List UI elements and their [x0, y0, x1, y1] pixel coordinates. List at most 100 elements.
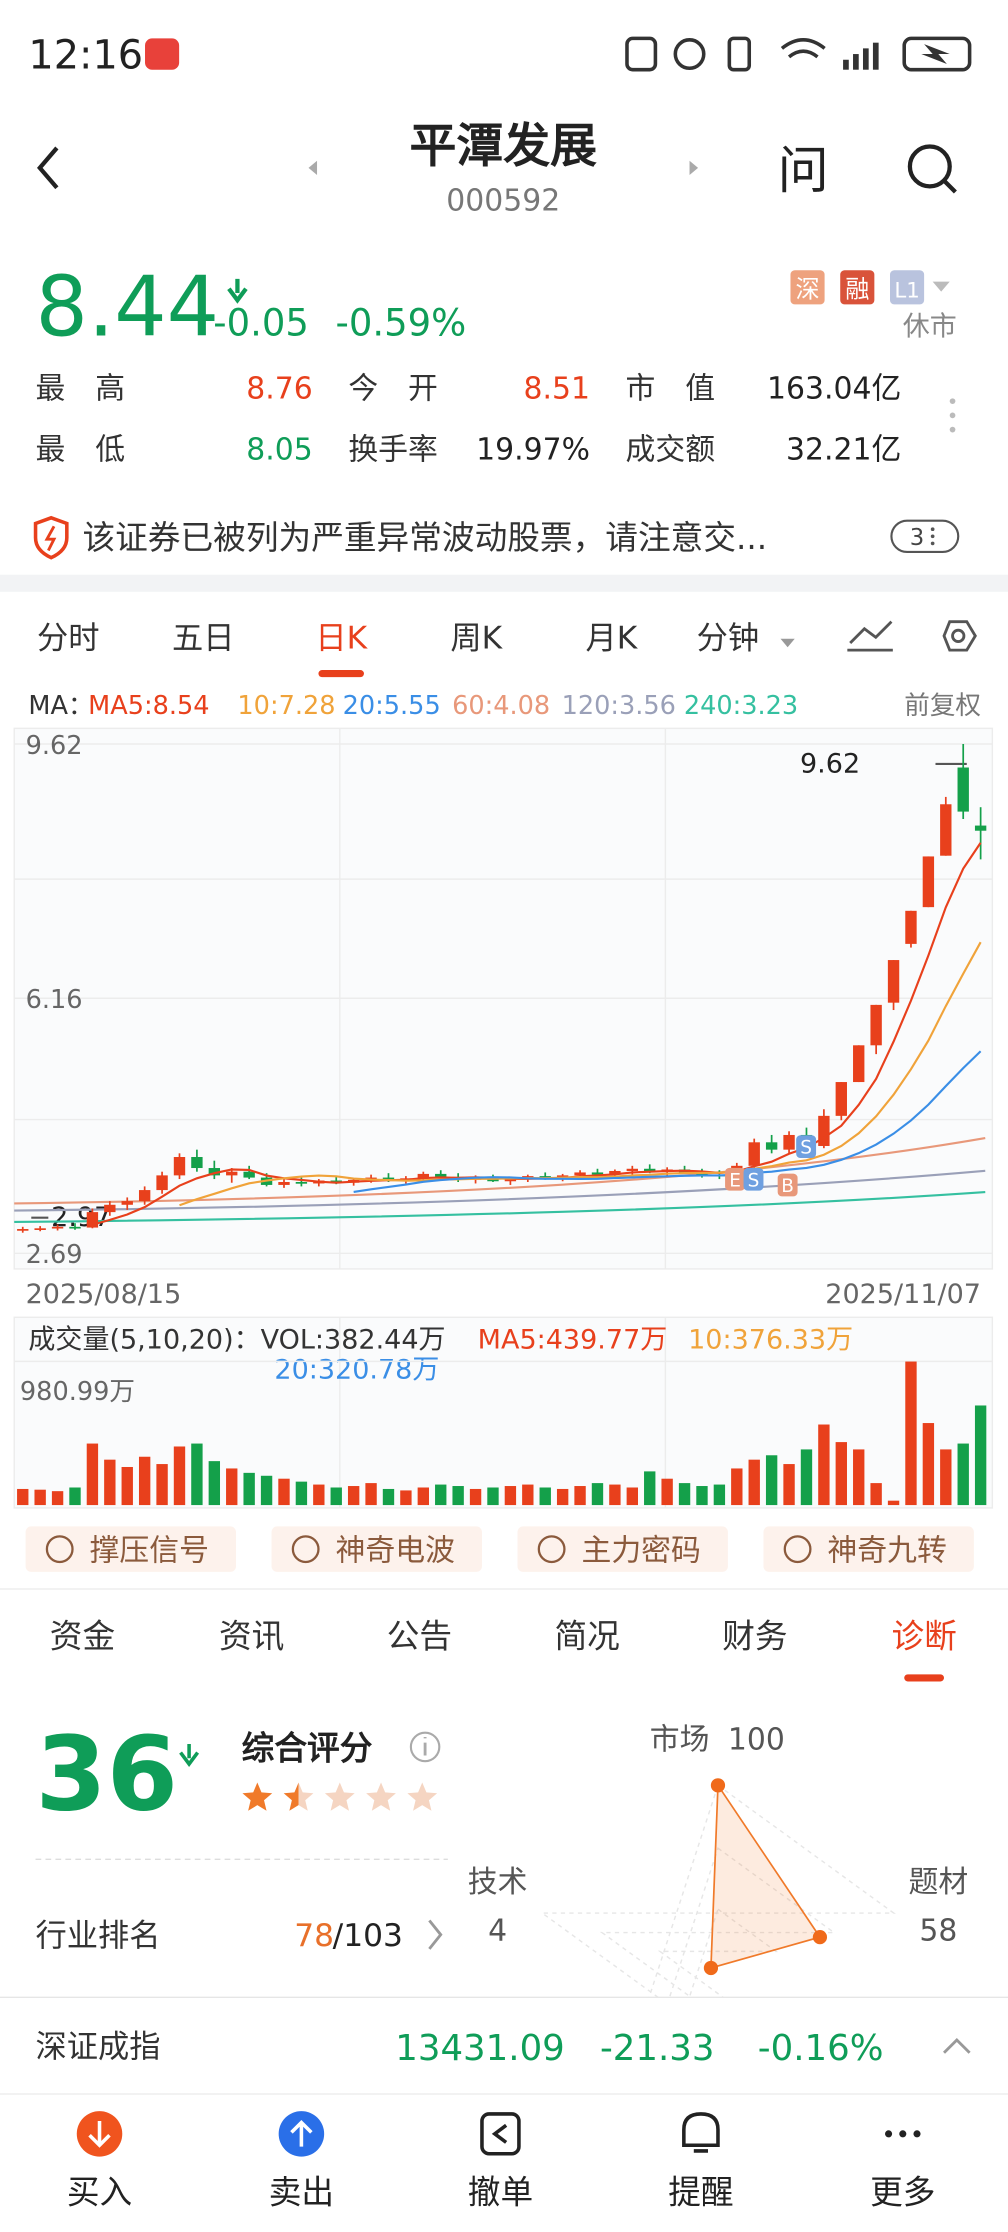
sell-arrow	[290, 2119, 313, 2147]
dropdown[interactable]	[932, 281, 950, 292]
volume-legend: 20:320.78万	[274, 1354, 439, 1385]
tool-icon	[45, 1535, 74, 1564]
score-arrow	[179, 1744, 200, 1767]
volume-legend: 10:376.33万	[688, 1325, 853, 1356]
chart-tab[interactable]: 周K	[450, 621, 503, 657]
draw-tool-icon[interactable]	[847, 620, 893, 652]
tool-button[interactable]	[517, 1526, 728, 1572]
volume-bar	[208, 1461, 221, 1506]
tool-button[interactable]	[25, 1526, 237, 1572]
tab-underline	[904, 1674, 945, 1682]
nav-label[interactable]: 卖出	[269, 2174, 334, 2212]
stat-label: 换手率	[348, 432, 438, 467]
nav-label[interactable]: 更多	[870, 2174, 935, 2212]
y-tick-label: 9.62	[26, 731, 83, 761]
volume-bar	[539, 1487, 551, 1506]
star	[324, 1782, 355, 1811]
ma-item: MA5:8.54	[88, 691, 209, 721]
trade-marker-label: S	[748, 1170, 760, 1191]
section-tab[interactable]: 财务	[722, 1617, 787, 1655]
high-annotation: 9.62	[800, 748, 860, 779]
stat-value: 8.51	[524, 371, 590, 406]
index-change-pct: -0.16%	[758, 2028, 884, 2069]
trade-marker[interactable]	[725, 1167, 745, 1191]
section-tab[interactable]: 资金	[50, 1617, 115, 1655]
chart-tab[interactable]: 日K	[315, 621, 368, 657]
dropdown[interactable]	[780, 638, 795, 648]
nav-label[interactable]: 撤单	[468, 2174, 533, 2212]
radar-point	[703, 1960, 719, 1976]
stat-value: 8.76	[246, 371, 312, 406]
volume-bar	[748, 1459, 760, 1506]
settings-icon[interactable]	[942, 620, 977, 652]
trade-marker[interactable]	[743, 1167, 764, 1191]
candle-body	[835, 1082, 847, 1116]
notice-count-badge[interactable]	[890, 519, 960, 554]
trade-marker[interactable]	[777, 1173, 798, 1197]
star	[407, 1782, 438, 1811]
volume-bar	[17, 1488, 29, 1506]
volume-bar	[870, 1483, 882, 1506]
adjust-mode[interactable]: 前复权	[904, 691, 981, 721]
y-tick-label: 2.69	[26, 1240, 83, 1270]
stat-label: 成交额	[626, 432, 716, 467]
candle-body	[748, 1142, 760, 1166]
tool-button[interactable]	[763, 1526, 974, 1572]
candle-body	[765, 1142, 778, 1150]
badge	[889, 270, 925, 305]
ma-item: 120:3.56	[562, 691, 676, 721]
price: 8.44	[36, 260, 220, 356]
chart-tab[interactable]: 分钟	[697, 621, 760, 657]
candle-body	[609, 1170, 621, 1175]
trade-marker[interactable]	[796, 1135, 817, 1158]
candle-body	[591, 1172, 604, 1175]
candle-body	[644, 1168, 656, 1172]
candle-body	[243, 1171, 255, 1178]
section-tab[interactable]: 公告	[387, 1617, 452, 1655]
chart-tab[interactable]: 月K	[585, 621, 638, 657]
tool-icon	[291, 1535, 320, 1564]
info-icon[interactable]	[409, 1731, 441, 1763]
candle-body	[138, 1190, 151, 1202]
candle-body	[504, 1179, 517, 1182]
expand-chevron[interactable]	[943, 2037, 971, 2054]
volume-bar	[295, 1481, 308, 1506]
ask-button[interactable]: 问	[778, 141, 829, 201]
volume-bar	[347, 1486, 360, 1506]
bottom-nav	[0, 2094, 1008, 2232]
section-tab[interactable]: 诊断	[891, 1617, 956, 1655]
chart-tab[interactable]: 五日	[172, 621, 235, 657]
more-icon[interactable]	[885, 2130, 921, 2138]
back-button[interactable]	[36, 146, 59, 190]
volume-bar	[835, 1442, 847, 1506]
nav-label[interactable]: 提醒	[668, 2174, 733, 2212]
search-button[interactable]	[907, 144, 957, 194]
cancel-icon[interactable]	[480, 2112, 521, 2156]
alert-icon[interactable]	[682, 2112, 720, 2153]
volume-bar	[173, 1446, 186, 1506]
chart-tab[interactable]: 分时	[37, 621, 100, 657]
tool-buttons: 撑压信号 神奇电波 主力密码 神奇九转	[25, 1526, 974, 1572]
chevron[interactable]	[428, 1919, 443, 1950]
section-tab[interactable]: 资讯	[219, 1617, 284, 1655]
ma-legend: MA： 前复权 MA5:8.54 10:7.28 20:5.55 60:4.08 120…	[28, 691, 981, 721]
star	[242, 1782, 273, 1811]
tool-icon	[783, 1535, 812, 1564]
nav-label[interactable]: 买入	[67, 2174, 132, 2212]
candle-body	[974, 825, 987, 831]
tool-button[interactable]	[271, 1526, 482, 1572]
volume-bar	[713, 1484, 726, 1506]
trade-marker-label: B	[781, 1176, 794, 1197]
candle-body	[69, 1226, 81, 1229]
volume-bar	[417, 1487, 430, 1506]
index-value: 13431.09	[395, 2028, 565, 2069]
volume-bar	[69, 1487, 81, 1506]
candle-body	[853, 1045, 865, 1083]
section-tab[interactable]: 简况	[554, 1617, 619, 1655]
notice-text[interactable]: 该证券已被列为严重异常波动股票，请注意交...	[82, 519, 767, 557]
index-bar[interactable]	[0, 1997, 1008, 2095]
volume-bar	[313, 1484, 325, 1506]
more-dots[interactable]	[949, 398, 956, 433]
